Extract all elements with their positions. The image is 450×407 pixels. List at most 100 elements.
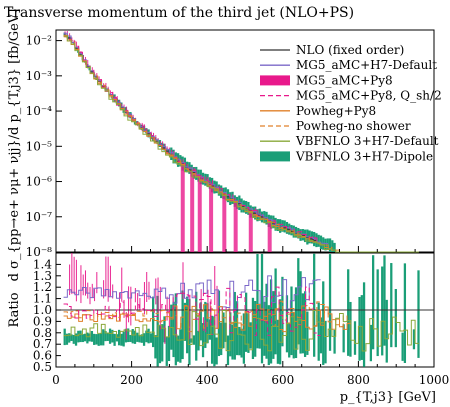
ratio-bar-vbfnlo-dipole xyxy=(347,269,350,356)
ratio-bar-vbfnlo-dipole xyxy=(376,269,379,357)
ratio-bar-mg5-py8 xyxy=(75,259,77,302)
x-axis-ticks: 0 200 400 600 800 1000 xyxy=(52,246,449,387)
ratio-bar-vbfnlo-dipole xyxy=(231,324,234,360)
ratio-bar-vbfnlo-dipole xyxy=(108,328,112,344)
ratio-bar-vbfnlo-dipole xyxy=(106,333,109,341)
ratio-bar-vbfnlo-dipole xyxy=(306,311,309,355)
ratio-bar-mg5-py8 xyxy=(209,301,211,325)
ratio-bar-vbfnlo-dipole xyxy=(279,299,282,365)
ratio-bar-vbfnlo-dipole xyxy=(254,301,257,357)
band-vbfnlo-dipole-upper xyxy=(331,240,334,252)
ratio-bar-vbfnlo-dipole xyxy=(353,321,357,355)
legend-label: MG5_aMC+Py8, Q_sh/2 xyxy=(296,89,442,103)
y-tick-label-lower: 0.9 xyxy=(33,314,52,328)
ratio-bar-vbfnlo-dipole xyxy=(140,334,143,343)
ratio-bar-vbfnlo-dipole xyxy=(342,324,345,353)
y-tick-label-lower: 0.8 xyxy=(33,326,52,340)
ratio-bar-mg5-py8 xyxy=(189,294,191,340)
y-tick-label-upper: 10⁻⁶ xyxy=(26,175,53,189)
ratio-bar-mg5-py8 xyxy=(118,292,120,322)
x-tick-label: 800 xyxy=(347,373,370,387)
ratio-bar-vbfnlo-dipole xyxy=(238,326,241,356)
ratio-bar-mg5-py8 xyxy=(159,286,161,330)
ratio-bar-vbfnlo-dipole xyxy=(179,329,182,363)
ratio-bar-vbfnlo-dipole xyxy=(79,330,82,343)
legend-label: MG5_aMC+H7-Default xyxy=(296,58,437,72)
ratio-bar-mg5-py8 xyxy=(82,274,84,296)
ratio-bar-mg5-py8 xyxy=(157,277,159,310)
ratio-bar-vbfnlo-dipole xyxy=(265,283,268,359)
ratio-bar-vbfnlo-dipole xyxy=(102,329,105,346)
band-spike xyxy=(209,183,214,252)
ratio-bar-vbfnlo-dipole xyxy=(328,254,332,351)
ratio-bar-vbfnlo-dipole xyxy=(201,323,205,358)
ratio-bar-vbfnlo-dipole xyxy=(65,333,69,345)
line-powheg-no-shower xyxy=(63,36,351,253)
y-axis-title-upper-text: d σ_{pp→e+ νμ+ νjj}/d p_{T,j3} [fb/GeV] xyxy=(7,9,22,282)
chart-title: Transverse momentum of the third jet (NL… xyxy=(4,5,354,21)
ratio-bar-vbfnlo-dipole xyxy=(358,297,361,361)
y-tick-label-lower: 1.1 xyxy=(33,292,52,306)
y-tick-label-upper: 10⁻⁷ xyxy=(26,210,53,224)
band-mg5-py8-upper xyxy=(69,33,71,41)
ratio-bar-vbfnlo-dipole xyxy=(222,312,225,349)
ratio-bar-mg5-py8 xyxy=(128,286,130,323)
legend-label: NLO (fixed order) xyxy=(296,43,404,57)
ratio-bar-vbfnlo-dipole xyxy=(229,312,232,357)
ratio-bar-vbfnlo-dipole xyxy=(240,328,243,358)
band-mg5-py8-upper xyxy=(155,135,157,144)
ratio-bar-mg5-py8 xyxy=(155,278,157,305)
band-spike xyxy=(180,162,185,252)
ratio-bar-vbfnlo-dipole xyxy=(176,335,180,362)
ratio-bar-vbfnlo-dipole xyxy=(249,322,252,349)
lower-panel: 0.50.60.70.80.91.01.11.21.31.4 xyxy=(33,252,435,374)
ratio-bar-vbfnlo-dipole xyxy=(90,331,94,342)
ratio-bar-mg5-py8 xyxy=(69,264,71,296)
ratio-bar-vbfnlo-dipole xyxy=(88,333,91,342)
ratio-bar-vbfnlo-dipole xyxy=(242,313,245,364)
band-mg5-py8-upper xyxy=(121,103,123,108)
band-vbfnlo-dipole-upper xyxy=(265,211,268,225)
upper-lines xyxy=(63,32,419,253)
band-mg5-py8-upper xyxy=(94,72,96,77)
ratio-bar-mg5-py8 xyxy=(107,256,109,302)
ratio-bar-mg5-py8 xyxy=(146,272,148,303)
band-mg5-py8-upper xyxy=(205,176,207,184)
band-mg5-py8-upper xyxy=(289,226,291,232)
band-spike xyxy=(248,209,253,252)
y-tick-label-lower: 1.4 xyxy=(33,257,52,271)
ratio-bar-vbfnlo-dipole xyxy=(138,334,141,343)
ratio-bar-vbfnlo-dipole xyxy=(213,316,216,367)
ratio-bar-mg5-py8 xyxy=(84,270,86,296)
ratio-bar-vbfnlo-dipole xyxy=(131,329,134,344)
x-tick-label: 200 xyxy=(120,373,143,387)
band-mg5-py8-upper xyxy=(107,86,109,93)
y-tick-label-upper: 10⁻⁵ xyxy=(26,139,53,153)
ratio-bar-mg5-py8 xyxy=(134,288,136,303)
ratio-bar-vbfnlo-dipole xyxy=(63,328,66,346)
ratio-bar-vbfnlo-dipole xyxy=(381,266,384,356)
ratio-bar-vbfnlo-dipole xyxy=(127,328,130,343)
legend-label: Powheg+Py8 xyxy=(296,104,376,118)
ratio-bar-vbfnlo-dipole xyxy=(403,263,407,363)
ratio-line-powheg-py8 xyxy=(63,304,351,333)
ratio-bar-vbfnlo-dipole xyxy=(385,299,388,363)
band-mg5-py8-upper xyxy=(91,67,93,73)
ratio-bar-vbfnlo-dipole xyxy=(288,322,291,358)
ratio-bar-vbfnlo-dipole xyxy=(208,319,211,340)
ratio-bar-mg5-py8 xyxy=(182,262,184,300)
ratio-bar-mg5-py8 xyxy=(87,282,89,299)
band-mg5-py8-upper xyxy=(116,96,118,105)
ratio-bar-vbfnlo-dipole xyxy=(165,336,168,366)
ratio-bar-mg5-py8 xyxy=(109,265,111,297)
ratio-bar-vbfnlo-dipole xyxy=(68,333,71,343)
ratio-bar-vbfnlo-dipole xyxy=(317,302,320,361)
ratio-bar-mg5-py8 xyxy=(143,282,145,315)
ratio-line-vbfnlo-3-h7-default xyxy=(63,309,419,352)
ratio-line-mg5-amc-py8-q-sh-2 xyxy=(63,286,321,337)
ratio-bar-vbfnlo-dipole xyxy=(247,313,250,353)
ratio-bar-vbfnlo-dipole xyxy=(95,334,98,345)
band-mg5-py8-upper xyxy=(75,41,77,48)
band-mg5-py8-upper xyxy=(118,100,120,106)
ratio-bar-vbfnlo-dipole xyxy=(186,296,189,354)
